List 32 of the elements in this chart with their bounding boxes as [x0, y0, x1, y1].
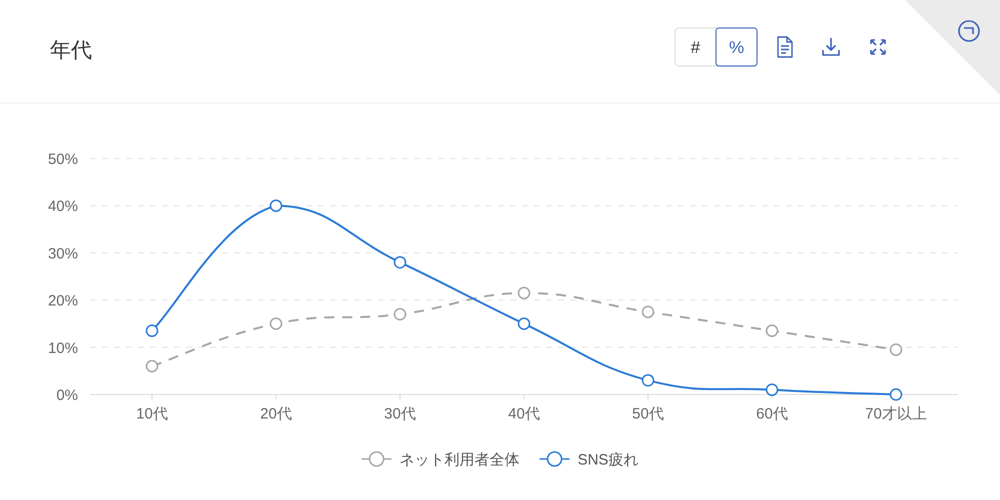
x-tick-label: 30代 [384, 406, 416, 422]
y-tick-label: 40% [48, 198, 78, 216]
point [766, 384, 778, 396]
point [890, 388, 902, 401]
point [270, 317, 282, 330]
point [766, 324, 778, 338]
point [890, 343, 902, 356]
x-tick-label: 70才以上 [865, 406, 927, 422]
point [518, 317, 530, 330]
point [642, 374, 654, 387]
y-tick-label: 30% [48, 245, 78, 262]
point [642, 306, 654, 318]
x-tick-label: 60代 [756, 406, 788, 422]
y-tick-label: 20% [48, 292, 78, 310]
point [146, 324, 158, 338]
text: # [690, 38, 701, 57]
x-tick-label: 20代 [260, 406, 292, 422]
point [270, 199, 282, 212]
text: % [728, 38, 744, 57]
y-tick-label: 50% [48, 151, 78, 168]
point [394, 256, 406, 269]
point [518, 286, 530, 300]
x-tick-label: 40代 [508, 406, 540, 422]
legend-label: SNS疲れ [578, 452, 638, 468]
chart-title: 年代 [50, 39, 92, 62]
y-tick-label: 0% [56, 387, 78, 404]
point [146, 360, 158, 372]
legend-label: ネット利用者全体 [400, 452, 520, 468]
x-tick-label: 50代 [632, 406, 664, 422]
x-tick-label: 10代 [136, 406, 168, 422]
y-tick-label: 10% [48, 340, 78, 357]
point [394, 308, 406, 321]
